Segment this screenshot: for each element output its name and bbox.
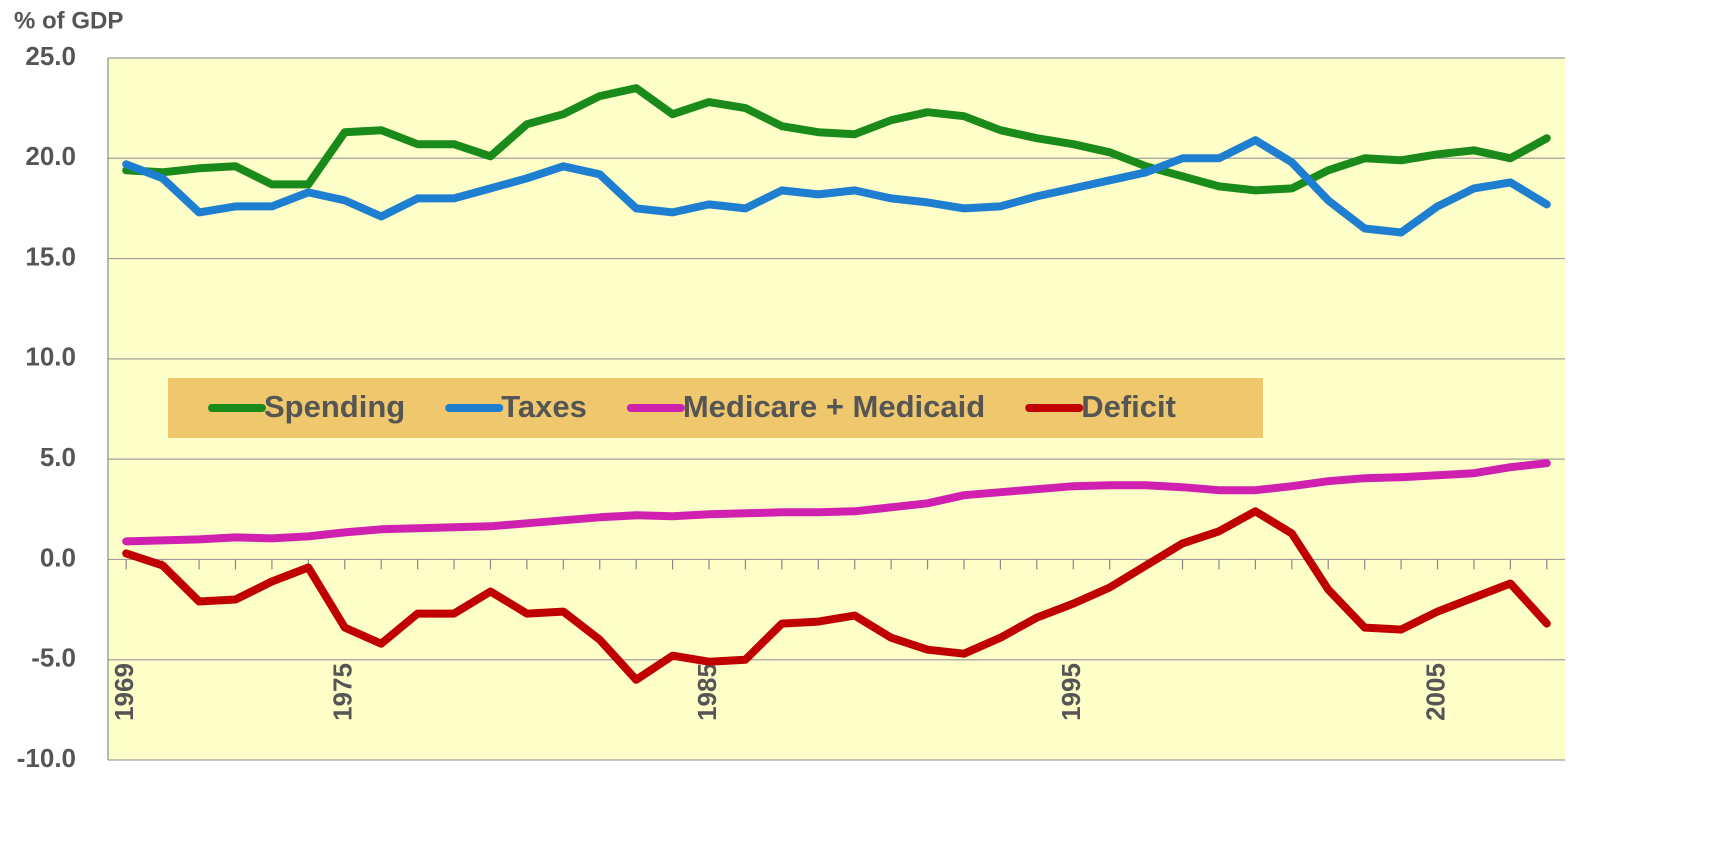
series-line [122,136,1551,237]
y-tick-label: 20.0 [25,141,76,171]
y-tick-label: 0.0 [40,542,76,572]
x-tick-label: 1969 [109,663,139,721]
y-tick-label: 25.0 [25,41,76,71]
legend-label: Taxes [501,389,587,424]
y-tick-label: 10.0 [25,342,76,372]
x-tick-label: 1995 [1056,663,1086,721]
y-tick-label: 15.0 [25,241,76,271]
legend-label: Medicare + Medicaid [683,389,985,424]
legend-label: Spending [264,389,405,424]
y-tick-label: 5.0 [40,442,76,472]
y-axis-label: % of GDP [14,7,123,34]
legend-label: Deficit [1081,389,1176,424]
x-tick-label: 1985 [692,663,722,721]
x-tick-label: 2005 [1420,663,1450,721]
y-tick-label: -5.0 [31,643,76,673]
series-line [122,507,1551,684]
x-tick-label: 1975 [328,663,358,721]
series-line [122,459,1551,546]
y-tick-label: -10.0 [17,743,76,773]
